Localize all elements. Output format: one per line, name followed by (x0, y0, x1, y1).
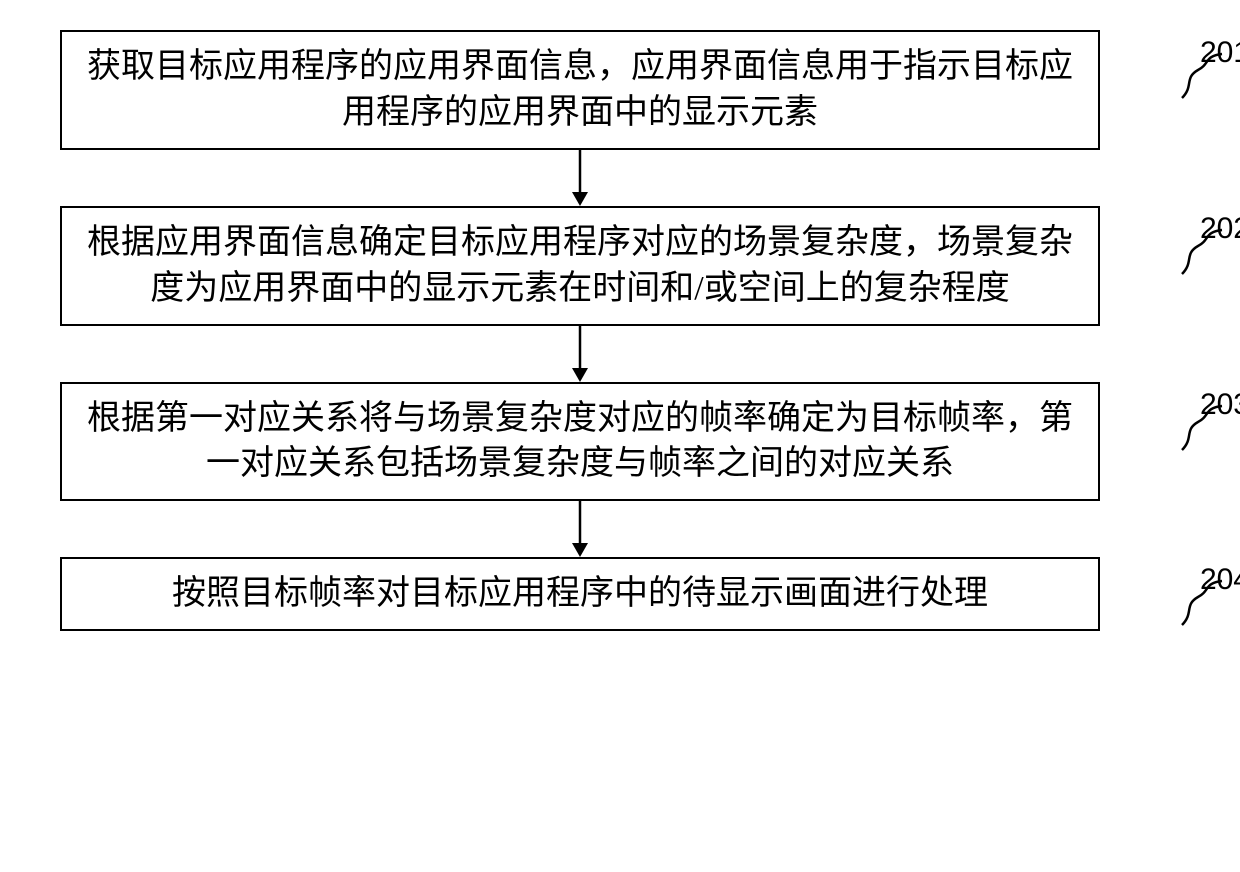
flowchart-step: 获取目标应用程序的应用界面信息，应用界面信息用于指示目标应用程序的应用界面中的显… (60, 30, 1180, 150)
flowchart-container: 获取目标应用程序的应用界面信息，应用界面信息用于指示目标应用程序的应用界面中的显… (60, 30, 1180, 631)
step-box-202: 根据应用界面信息确定目标应用程序对应的场景复杂度，场景复杂度为应用界面中的显示元… (60, 206, 1100, 326)
flowchart-step: 根据应用界面信息确定目标应用程序对应的场景复杂度，场景复杂度为应用界面中的显示元… (60, 206, 1180, 326)
flowchart-step: 根据第一对应关系将与场景复杂度对应的帧率确定为目标帧率，第一对应关系包括场景复杂… (60, 382, 1180, 502)
step-label: 204 (1200, 563, 1240, 597)
flowchart-arrow (60, 150, 1100, 206)
step-label: 202 (1200, 212, 1240, 246)
step-text: 根据应用界面信息确定目标应用程序对应的场景复杂度，场景复杂度为应用界面中的显示元… (87, 224, 1073, 307)
step-label: 203 (1200, 388, 1240, 422)
step-text: 按照目标帧率对目标应用程序中的待显示画面进行处理 (172, 575, 988, 612)
step-label: 201 (1200, 36, 1240, 70)
flowchart-step: 按照目标帧率对目标应用程序中的待显示画面进行处理 204 (60, 557, 1180, 631)
step-box-201: 获取目标应用程序的应用界面信息，应用界面信息用于指示目标应用程序的应用界面中的显… (60, 30, 1100, 150)
flowchart-arrow (60, 326, 1100, 382)
step-box-204: 按照目标帧率对目标应用程序中的待显示画面进行处理 (60, 557, 1100, 631)
step-text: 根据第一对应关系将与场景复杂度对应的帧率确定为目标帧率，第一对应关系包括场景复杂… (87, 400, 1073, 483)
flowchart-arrow (60, 501, 1100, 557)
step-box-203: 根据第一对应关系将与场景复杂度对应的帧率确定为目标帧率，第一对应关系包括场景复杂… (60, 382, 1100, 502)
step-text: 获取目标应用程序的应用界面信息，应用界面信息用于指示目标应用程序的应用界面中的显… (87, 48, 1073, 131)
